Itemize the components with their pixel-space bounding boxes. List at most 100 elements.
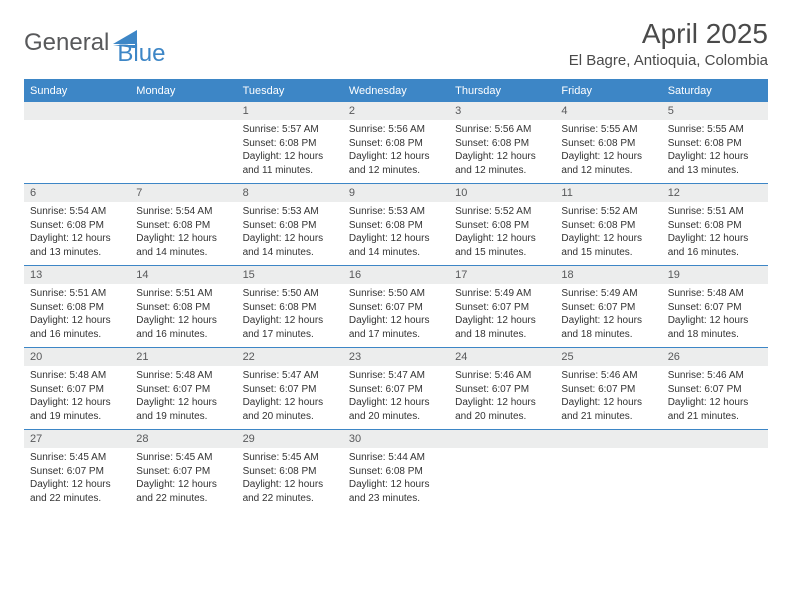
day-details: Sunrise: 5:47 AMSunset: 6:07 PMDaylight:…	[343, 366, 449, 429]
day-details: Sunrise: 5:50 AMSunset: 6:07 PMDaylight:…	[343, 284, 449, 347]
calendar-cell: 1Sunrise: 5:57 AMSunset: 6:08 PMDaylight…	[237, 102, 343, 184]
day-details: Sunrise: 5:54 AMSunset: 6:08 PMDaylight:…	[24, 202, 130, 265]
calendar-cell: 2Sunrise: 5:56 AMSunset: 6:08 PMDaylight…	[343, 102, 449, 184]
day-details: Sunrise: 5:56 AMSunset: 6:08 PMDaylight:…	[449, 120, 555, 183]
day-details: Sunrise: 5:51 AMSunset: 6:08 PMDaylight:…	[24, 284, 130, 347]
calendar-cell: 3Sunrise: 5:56 AMSunset: 6:08 PMDaylight…	[449, 102, 555, 184]
day-details: Sunrise: 5:46 AMSunset: 6:07 PMDaylight:…	[555, 366, 661, 429]
calendar-cell: 6Sunrise: 5:54 AMSunset: 6:08 PMDaylight…	[24, 184, 130, 266]
day-number: 9	[343, 184, 449, 202]
day-number	[662, 430, 768, 448]
week-row: 20Sunrise: 5:48 AMSunset: 6:07 PMDayligh…	[24, 348, 768, 430]
day-details: Sunrise: 5:53 AMSunset: 6:08 PMDaylight:…	[343, 202, 449, 265]
calendar-cell: 11Sunrise: 5:52 AMSunset: 6:08 PMDayligh…	[555, 184, 661, 266]
calendar-cell	[130, 102, 236, 184]
logo-text-general: General	[24, 29, 109, 57]
day-details: Sunrise: 5:48 AMSunset: 6:07 PMDaylight:…	[662, 284, 768, 347]
day-details: Sunrise: 5:55 AMSunset: 6:08 PMDaylight:…	[662, 120, 768, 183]
calendar-cell	[662, 430, 768, 512]
day-details: Sunrise: 5:45 AMSunset: 6:07 PMDaylight:…	[24, 448, 130, 511]
day-details: Sunrise: 5:48 AMSunset: 6:07 PMDaylight:…	[24, 366, 130, 429]
calendar-cell: 18Sunrise: 5:49 AMSunset: 6:07 PMDayligh…	[555, 266, 661, 348]
calendar-cell: 10Sunrise: 5:52 AMSunset: 6:08 PMDayligh…	[449, 184, 555, 266]
calendar-cell: 12Sunrise: 5:51 AMSunset: 6:08 PMDayligh…	[662, 184, 768, 266]
calendar-cell: 22Sunrise: 5:47 AMSunset: 6:07 PMDayligh…	[237, 348, 343, 430]
day-number: 30	[343, 430, 449, 448]
calendar-cell: 9Sunrise: 5:53 AMSunset: 6:08 PMDaylight…	[343, 184, 449, 266]
day-number: 11	[555, 184, 661, 202]
calendar-cell: 20Sunrise: 5:48 AMSunset: 6:07 PMDayligh…	[24, 348, 130, 430]
calendar-cell	[449, 430, 555, 512]
calendar-cell: 14Sunrise: 5:51 AMSunset: 6:08 PMDayligh…	[130, 266, 236, 348]
calendar-cell: 28Sunrise: 5:45 AMSunset: 6:07 PMDayligh…	[130, 430, 236, 512]
day-number: 25	[555, 348, 661, 366]
page: General Blue April 2025 El Bagre, Antioq…	[0, 0, 792, 529]
day-header-tuesday: Tuesday	[237, 80, 343, 102]
week-row: 6Sunrise: 5:54 AMSunset: 6:08 PMDaylight…	[24, 184, 768, 266]
calendar-cell: 27Sunrise: 5:45 AMSunset: 6:07 PMDayligh…	[24, 430, 130, 512]
calendar-table: SundayMondayTuesdayWednesdayThursdayFrid…	[24, 79, 768, 511]
day-number: 13	[24, 266, 130, 284]
day-number: 12	[662, 184, 768, 202]
day-details: Sunrise: 5:50 AMSunset: 6:08 PMDaylight:…	[237, 284, 343, 347]
week-row: 13Sunrise: 5:51 AMSunset: 6:08 PMDayligh…	[24, 266, 768, 348]
day-number: 8	[237, 184, 343, 202]
day-details: Sunrise: 5:56 AMSunset: 6:08 PMDaylight:…	[343, 120, 449, 183]
day-number: 1	[237, 102, 343, 120]
calendar-cell: 23Sunrise: 5:47 AMSunset: 6:07 PMDayligh…	[343, 348, 449, 430]
day-details: Sunrise: 5:57 AMSunset: 6:08 PMDaylight:…	[237, 120, 343, 183]
day-details	[24, 120, 130, 176]
day-number: 3	[449, 102, 555, 120]
calendar-cell: 15Sunrise: 5:50 AMSunset: 6:08 PMDayligh…	[237, 266, 343, 348]
day-details: Sunrise: 5:51 AMSunset: 6:08 PMDaylight:…	[662, 202, 768, 265]
day-number: 20	[24, 348, 130, 366]
day-number: 14	[130, 266, 236, 284]
day-number: 29	[237, 430, 343, 448]
day-number	[449, 430, 555, 448]
day-number: 5	[662, 102, 768, 120]
calendar-cell: 13Sunrise: 5:51 AMSunset: 6:08 PMDayligh…	[24, 266, 130, 348]
day-number: 16	[343, 266, 449, 284]
day-details: Sunrise: 5:51 AMSunset: 6:08 PMDaylight:…	[130, 284, 236, 347]
calendar-cell: 7Sunrise: 5:54 AMSunset: 6:08 PMDaylight…	[130, 184, 236, 266]
day-details: Sunrise: 5:47 AMSunset: 6:07 PMDaylight:…	[237, 366, 343, 429]
month-title: April 2025	[569, 18, 768, 50]
day-number: 6	[24, 184, 130, 202]
day-details	[449, 448, 555, 504]
day-details	[130, 120, 236, 176]
day-number: 28	[130, 430, 236, 448]
day-details: Sunrise: 5:52 AMSunset: 6:08 PMDaylight:…	[555, 202, 661, 265]
calendar-cell: 26Sunrise: 5:46 AMSunset: 6:07 PMDayligh…	[662, 348, 768, 430]
title-block: April 2025 El Bagre, Antioquia, Colombia	[569, 18, 768, 69]
day-details: Sunrise: 5:44 AMSunset: 6:08 PMDaylight:…	[343, 448, 449, 511]
calendar-cell: 25Sunrise: 5:46 AMSunset: 6:07 PMDayligh…	[555, 348, 661, 430]
day-details: Sunrise: 5:53 AMSunset: 6:08 PMDaylight:…	[237, 202, 343, 265]
header: General Blue April 2025 El Bagre, Antioq…	[24, 18, 768, 69]
day-header-saturday: Saturday	[662, 80, 768, 102]
day-number: 19	[662, 266, 768, 284]
day-number: 22	[237, 348, 343, 366]
logo: General Blue	[24, 18, 165, 68]
day-details: Sunrise: 5:49 AMSunset: 6:07 PMDaylight:…	[555, 284, 661, 347]
calendar-cell: 16Sunrise: 5:50 AMSunset: 6:07 PMDayligh…	[343, 266, 449, 348]
day-header-row: SundayMondayTuesdayWednesdayThursdayFrid…	[24, 80, 768, 102]
day-details: Sunrise: 5:54 AMSunset: 6:08 PMDaylight:…	[130, 202, 236, 265]
day-number	[24, 102, 130, 120]
day-details: Sunrise: 5:45 AMSunset: 6:08 PMDaylight:…	[237, 448, 343, 511]
day-number	[130, 102, 236, 120]
day-details: Sunrise: 5:48 AMSunset: 6:07 PMDaylight:…	[130, 366, 236, 429]
calendar-cell: 19Sunrise: 5:48 AMSunset: 6:07 PMDayligh…	[662, 266, 768, 348]
day-number: 7	[130, 184, 236, 202]
logo-text-blue: Blue	[117, 40, 165, 68]
day-number: 27	[24, 430, 130, 448]
day-number: 2	[343, 102, 449, 120]
calendar-cell: 29Sunrise: 5:45 AMSunset: 6:08 PMDayligh…	[237, 430, 343, 512]
day-header-monday: Monday	[130, 80, 236, 102]
day-number: 21	[130, 348, 236, 366]
day-details: Sunrise: 5:55 AMSunset: 6:08 PMDaylight:…	[555, 120, 661, 183]
location-text: El Bagre, Antioquia, Colombia	[569, 52, 768, 69]
week-row: 27Sunrise: 5:45 AMSunset: 6:07 PMDayligh…	[24, 430, 768, 512]
day-details	[555, 448, 661, 504]
day-header-wednesday: Wednesday	[343, 80, 449, 102]
day-header-thursday: Thursday	[449, 80, 555, 102]
